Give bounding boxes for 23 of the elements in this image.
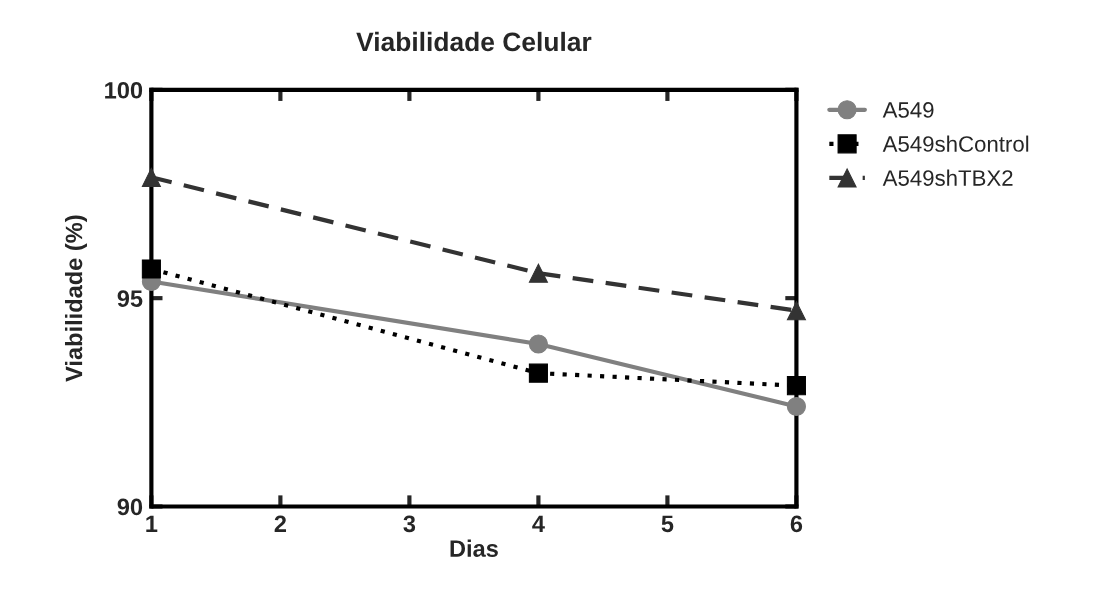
- x-tick-label: 6: [790, 515, 803, 533]
- point: [528, 363, 548, 383]
- point: [786, 301, 806, 321]
- point: [141, 167, 161, 187]
- point: [528, 334, 548, 354]
- legend-label: A549: [882, 102, 934, 118]
- point: [141, 259, 161, 279]
- x-tick-label: 3: [403, 515, 416, 533]
- chart-title: Viabilidade Celular: [356, 31, 592, 52]
- y-tick-label: 100: [105, 81, 143, 99]
- x-tick-label: 1: [146, 515, 158, 532]
- y-tick-label: 95: [117, 290, 143, 307]
- y-axis-title: Viabilidade (%): [64, 215, 87, 382]
- legend-label: A549shTBX2: [882, 169, 1013, 186]
- x-tick-label: 4: [532, 515, 545, 532]
- point: [786, 396, 806, 417]
- legend-label: A549shControl: [882, 135, 1029, 152]
- x-axis-title: Dias: [450, 539, 498, 557]
- point: [528, 263, 548, 283]
- x-tick-label: 5: [661, 515, 674, 533]
- x-tick-label: 2: [274, 515, 287, 532]
- y-tick-label: 90: [117, 498, 143, 516]
- point: [786, 376, 806, 396]
